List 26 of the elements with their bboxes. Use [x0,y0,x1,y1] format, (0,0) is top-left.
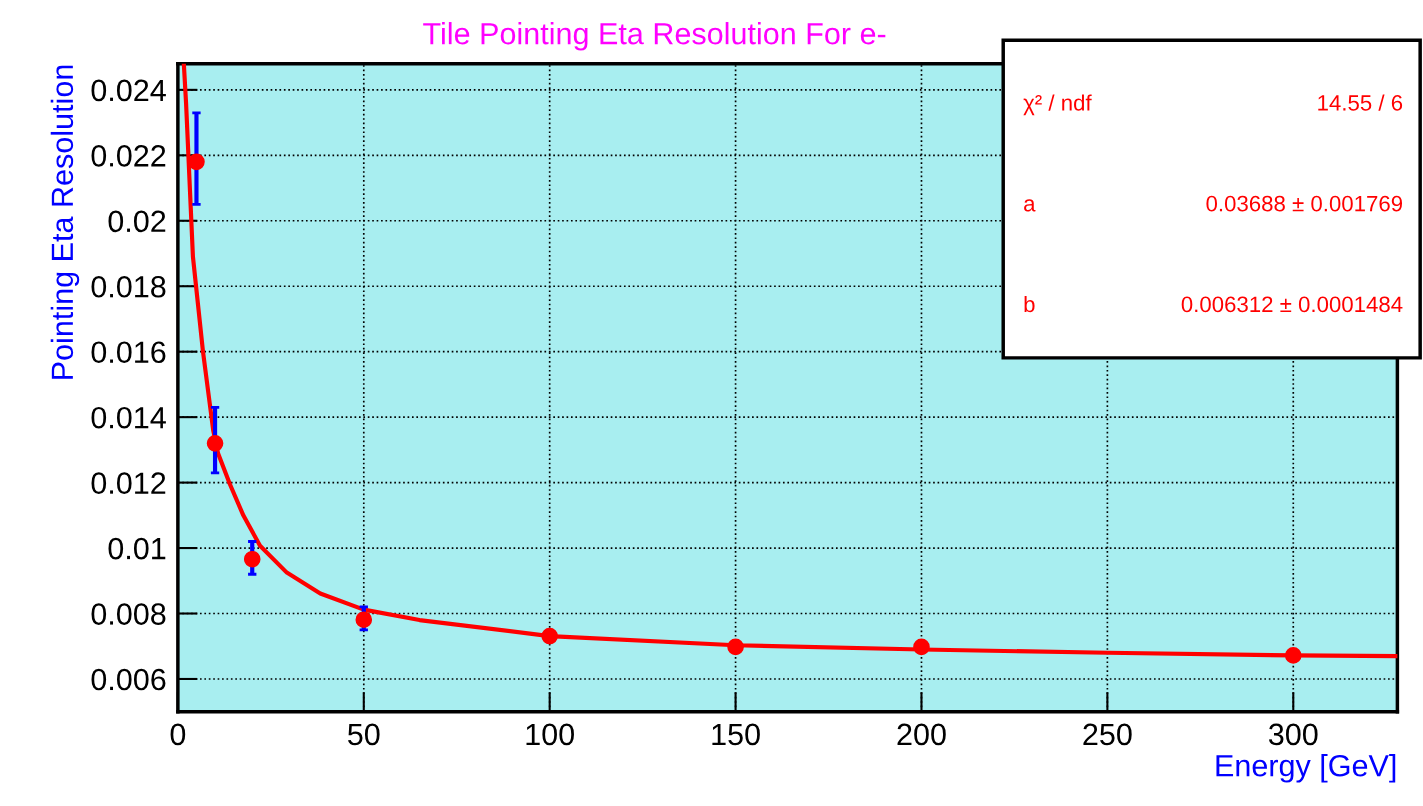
annotation: 14.55 / 6 [1318,94,1403,111]
y-tick-label: 0.006 [91,668,166,691]
x-axis-title: Energy [GeV] [1216,754,1396,783]
y-axis-title: Pointing Eta Resolution [50,65,80,379]
y-tick-label: 0.02 [108,210,166,233]
x-tick-label: 0 [170,723,186,746]
y-tick-label: 0.016 [91,341,166,364]
chart-title: Tile Pointing Eta Resolution For e- [423,22,886,51]
y-tick-label: 0.018 [91,275,166,298]
y-tick-label: 0.022 [91,145,166,167]
x-tick-label: 100 [526,723,574,746]
annotation: a [1024,199,1036,212]
x-tick-label: 250 [1083,723,1132,746]
x-tick-label: 50 [348,723,380,746]
y-tick-label: 0.008 [91,603,166,625]
x-tick-label: 200 [897,723,946,746]
annotation: 0.03688 ± 0.001769 [1206,195,1403,212]
annotation: χ² / ndf [1023,94,1092,116]
annotation: b [1024,295,1035,313]
x-tick-label: 150 [712,723,760,746]
annotation: 0.006312 ± 0.0001484 [1181,296,1403,313]
y-tick-label: 0.014 [91,406,166,429]
y-tick-label: 0.01 [108,537,166,560]
x-tick-label: 300 [1268,723,1318,746]
y-tick-label: 0.024 [91,79,166,102]
y-tick-label: 0.012 [91,472,166,494]
